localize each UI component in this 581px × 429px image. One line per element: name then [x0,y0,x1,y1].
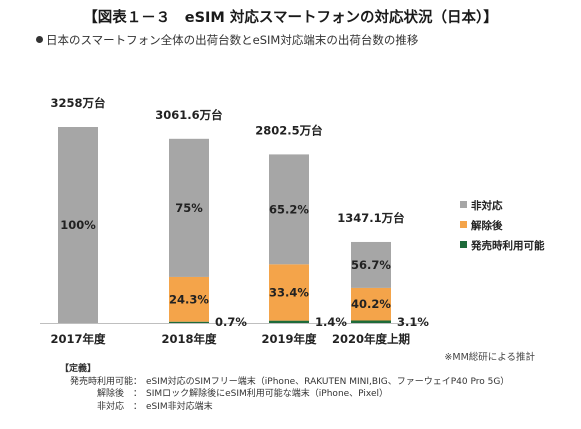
definition-row: 発売時利用可能： eSIM対応のSIMフリー端末（iPhone、RAKUTEN … [60,376,509,389]
bar-segment [58,127,98,323]
data-label: 0.7% [215,315,247,329]
category-label: 2020年度上期 [332,332,410,346]
definition-row: 非対応 ： eSIM非対応端末 [60,401,509,414]
legend-swatch [460,221,467,228]
subtitle-text: 日本のスマートフォン全体の出荷台数とeSIM対応端末の出荷台数の推移 [46,33,419,47]
category-label: 2018年度 [161,332,217,346]
definition-term: 発売時利用可能： [69,376,142,387]
bar-segment [351,287,391,321]
bar-segment [269,264,309,321]
data-label: 33.4% [269,285,309,299]
legend-label: 発売時利用可能 [470,239,545,252]
stacked-bar-chart: 3258万台 100% 2017年度 3061.6万台 75% 24.3% 0.7% 2018… [40,96,545,346]
definition-term: 解除後 ： [96,389,142,399]
bar-segment [269,320,309,323]
data-label: 24.3% [169,292,209,306]
legend-swatch [460,241,467,248]
data-label: 75% [175,201,203,215]
bar-segment [269,154,309,265]
bullet-icon [36,36,43,43]
category-label: 2019年度 [261,332,317,346]
definitions-box: 【定義】 発売時利用可能： eSIM対応のSIMフリー端末（iPhone、RAK… [60,363,509,413]
bar-segment [169,276,209,322]
legend-swatch [460,201,467,208]
total-label: 3258万台 [50,96,105,110]
total-label: 1347.1万台 [337,211,404,225]
bar-segment [351,241,391,288]
category-label: 2017年度 [50,332,106,346]
definition-desc: eSIM対応のSIMフリー端末（iPhone、RAKUTEN MINI,BIG、… [146,376,510,387]
data-label: 40.2% [351,297,391,311]
data-label: 3.1% [397,315,429,329]
definition-desc: eSIM非対応端末 [146,401,213,412]
definition-term: 非対応 ： [96,401,142,412]
data-label: 100% [60,218,96,232]
definition-row: 解除後 ： SIMロック解除後にeSIM利用可能な端末（iPhone、Pixel… [60,388,509,401]
data-label: 56.7% [351,258,391,272]
bar-segment [169,321,209,323]
figure-subtitle: 日本のスマートフォン全体の出荷台数とeSIM対応端末の出荷台数の推移 [36,32,418,48]
data-label: 65.2% [269,202,309,216]
legend-label: 非対応 [471,199,503,212]
data-label: 1.4% [315,315,347,329]
figure-title: 【図表１－３ eSIM 対応スマートフォンの対応状況（日本）】 [83,10,498,26]
bar-segment [169,138,209,277]
source-note: ※MM総研による推計 [444,352,535,363]
total-label: 2802.5万台 [255,123,322,137]
legend-label: 解除後 [470,219,503,232]
definition-desc: SIMロック解除後にeSIM利用可能な端末（iPhone、Pixel） [146,389,388,399]
total-label: 3061.6万台 [155,108,222,122]
definitions-heading: 【定義】 [60,364,97,374]
bar-segment [351,320,391,323]
